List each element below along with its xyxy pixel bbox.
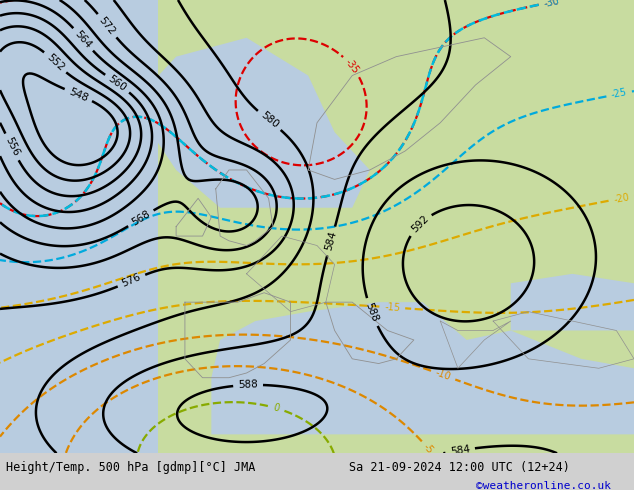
Text: 564: 564 (73, 28, 93, 50)
Text: -15: -15 (384, 302, 401, 313)
Text: 588: 588 (238, 380, 258, 391)
Text: 576: 576 (120, 272, 143, 289)
Text: -30: -30 (543, 0, 560, 9)
Text: 0: 0 (271, 402, 280, 414)
Text: 584: 584 (450, 444, 470, 457)
Text: -25: -25 (611, 88, 628, 100)
Text: -20: -20 (612, 192, 630, 205)
Text: 572: 572 (97, 15, 117, 37)
Polygon shape (211, 302, 634, 434)
Text: Height/Temp. 500 hPa [gdmp][°C] JMA: Height/Temp. 500 hPa [gdmp][°C] JMA (6, 461, 256, 474)
Text: -30: -30 (543, 0, 560, 9)
Text: 580: 580 (259, 110, 280, 130)
Text: 592: 592 (410, 214, 430, 235)
Text: 568: 568 (130, 209, 152, 228)
Text: 552: 552 (44, 52, 66, 73)
Text: 560: 560 (107, 74, 128, 93)
Text: -5: -5 (422, 442, 436, 456)
Text: 584: 584 (324, 230, 339, 252)
Bar (0, 0, 158, 453)
Text: 548: 548 (67, 86, 89, 103)
Text: 588: 588 (363, 301, 380, 323)
Polygon shape (132, 38, 370, 208)
Text: Sa 21-09-2024 12:00 UTC (12+24): Sa 21-09-2024 12:00 UTC (12+24) (349, 461, 569, 474)
Text: 556: 556 (3, 136, 21, 158)
Text: -35: -35 (343, 57, 361, 76)
Polygon shape (511, 274, 634, 330)
Text: -10: -10 (434, 368, 452, 383)
Text: ©weatheronline.co.uk: ©weatheronline.co.uk (476, 481, 611, 490)
